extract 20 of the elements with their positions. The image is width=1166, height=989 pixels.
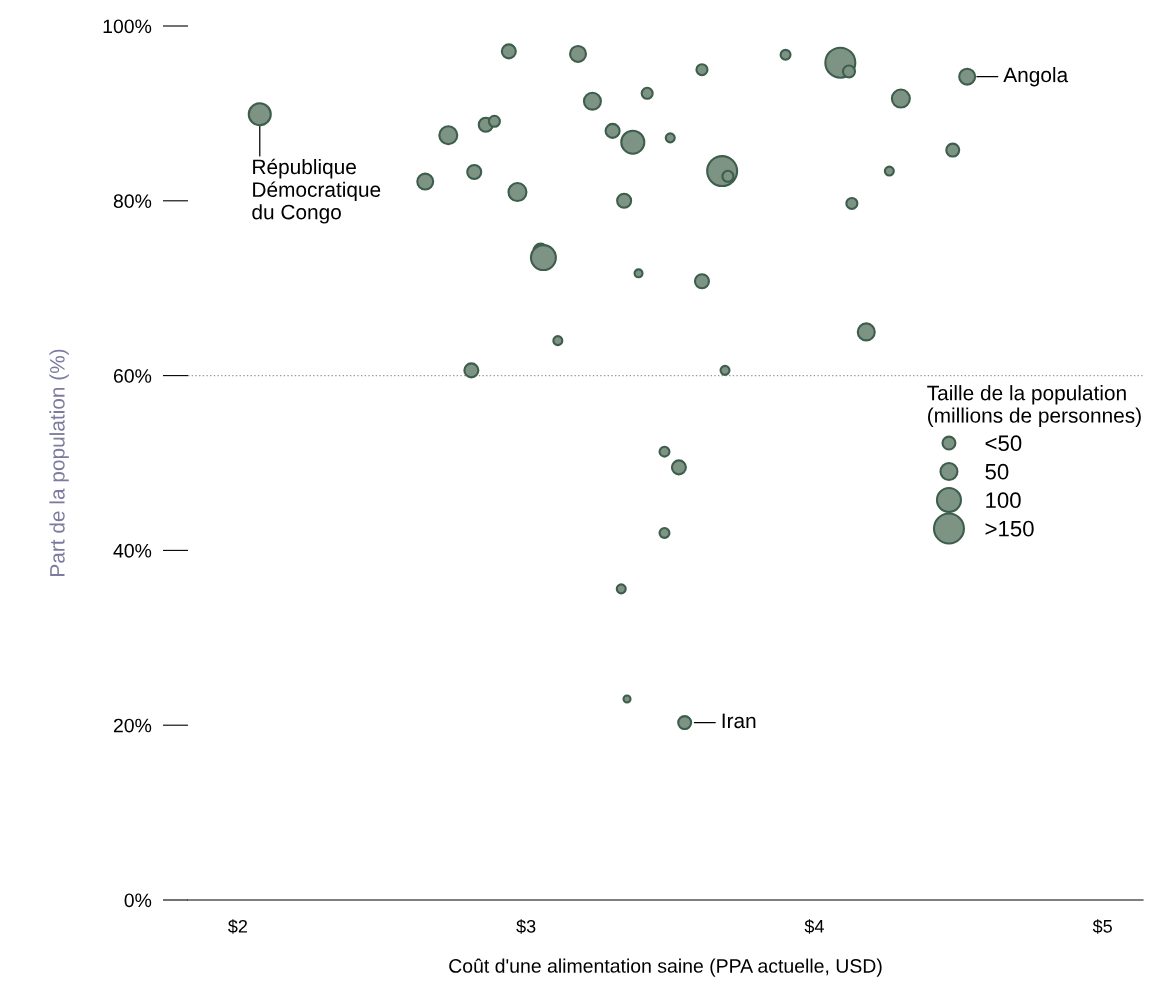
y-tick-label: 60% [113,369,152,383]
annotation: Iran [722,713,756,729]
legend-label: <50 [985,435,1022,452]
y-tick-label: 100% [103,19,152,34]
annotation: République Démocratique du Congo [252,158,381,224]
y-axis-title: Part de la population (%) [49,349,69,576]
x-axis-title: Coût d'une alimentation saine (PPA actuelle, USD) [449,958,882,977]
legend-label: 50 [985,463,1009,480]
x-tick-label: $4 [804,919,824,934]
legend-label: 100 [986,492,1021,509]
legend-title: Taille de la population (millions de personnes) [927,385,1141,427]
y-tick-label: 80% [113,194,152,209]
y-tick-label: 20% [113,718,152,733]
x-tick-label: $5 [1092,919,1112,934]
y-tick-label: 40% [113,543,152,558]
x-tick-label: $3 [516,919,536,934]
y-tick-label: 0% [124,893,152,908]
annotation: Angola [1003,66,1069,87]
legend-label: >150 [985,520,1034,537]
x-tick-label: $2 [228,919,247,934]
